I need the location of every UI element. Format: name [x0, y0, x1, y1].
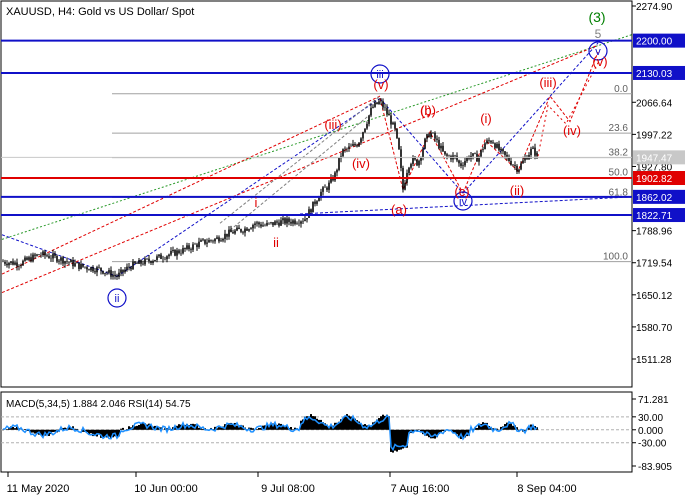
wave-label-red: (a)	[391, 202, 407, 217]
wave-path-blue	[379, 98, 464, 194]
rsi-line	[2, 414, 538, 452]
wave-label-red: (iii)	[539, 75, 556, 90]
macd-rsi-indicator: 71.281 30.00 0.000 -30.00 -83.905	[1, 395, 672, 473]
indicator-axis-label: -30.00	[638, 439, 667, 450]
time-axis: 11 May 2020 10 Jun 00:00 9 Jul 08:00 7 Aug …	[7, 472, 577, 495]
wave-path-blue	[1, 234, 118, 277]
fib-level-label: 61.8	[609, 187, 629, 198]
price-axis-label: 2066.64	[636, 98, 673, 109]
price-axis-label: 1719.54	[636, 259, 673, 270]
fib-level-label: 38.2	[609, 148, 629, 159]
time-axis-label: 8 Sep 04:00	[517, 483, 576, 495]
price-tag-label: 1902.82	[636, 174, 673, 185]
time-axis-label: 11 May 2020	[7, 483, 70, 495]
indicator-header: MACD(5,34,5) 1.884 2.046 RSI(14) 54.75	[6, 399, 191, 410]
wave-label-red: (iii)	[324, 117, 341, 132]
wave-projection-red	[462, 51, 599, 194]
price-axis: 2274.90 2066.64 1997.22 1927.80 1788.96 1719.…	[632, 2, 685, 366]
wave-label-circled-iii: iii	[376, 69, 383, 81]
indicator-axis-label: 71.281	[638, 395, 669, 406]
price-axis-label: 1788.96	[636, 227, 673, 238]
main-plot-frame	[0, 0, 633, 388]
chart-title: XAUUSD, H4: Gold vs US Dollar/ Spot	[6, 6, 194, 18]
wave-labels: (3)5viiiivii(v)(iii)(iv)(i)(ii)(b)(a)(c)…	[107, 9, 608, 308]
channel-lower	[299, 196, 633, 215]
wave-label-red: (iv)	[352, 156, 370, 171]
wave-circle-ii	[107, 288, 127, 308]
wave-label-red: (v)	[592, 54, 607, 69]
wave-circle-iii	[370, 64, 390, 84]
price-axis-label: 1927.80	[636, 162, 673, 173]
wave-label-red: ii	[273, 235, 279, 250]
wave-projection-red-alt	[537, 58, 601, 157]
price-tag-label: 2200.00	[636, 37, 673, 48]
wave-channels	[1, 34, 633, 294]
price-tag-box	[633, 33, 685, 48]
wave-label-red: (i)	[480, 111, 492, 126]
price-tag-box	[633, 150, 685, 165]
wave-label-red: (ii)	[510, 183, 524, 198]
price-tag-label: 1862.02	[636, 193, 673, 204]
indicator-axis-label: -83.905	[638, 462, 672, 473]
wave-label-major-3: (3)	[588, 9, 605, 25]
wave-label-red: (i)	[420, 103, 432, 118]
time-axis-label: 7 Aug 16:00	[391, 483, 450, 495]
price-tag-box	[633, 208, 685, 223]
long-term-trendline	[1, 34, 633, 240]
price-tag-box	[633, 189, 685, 204]
fib-level-label: 0.0	[614, 84, 628, 95]
price-tag-box	[633, 65, 685, 80]
wave-label-circled-ii: ii	[115, 293, 120, 305]
time-axis-label: 9 Jul 08:00	[261, 483, 315, 495]
channel-red	[1, 44, 599, 294]
wave-circle-iv	[453, 191, 473, 211]
price-axis-label: 2274.90	[636, 2, 673, 13]
price-candles	[2, 98, 538, 280]
indicator-axis-label: 0.000	[638, 426, 663, 437]
fib-level-label: 50.0	[609, 167, 629, 178]
wave-circle-v	[588, 41, 608, 61]
indicator-plot-frame	[0, 391, 633, 473]
fib-level-label: 23.6	[609, 123, 629, 134]
channel-gray	[229, 114, 371, 231]
channel-gray	[219, 95, 381, 224]
time-axis-label: 10 Jun 00:00	[134, 483, 198, 495]
price-tag-label: 1947.47	[636, 153, 673, 164]
wave-label-red: i	[255, 195, 258, 210]
horizontal-levels	[1, 39, 632, 217]
price-axis-label: 1580.70	[636, 323, 673, 334]
wave-label-red: (v)	[373, 77, 388, 92]
wave-label-circled-v: v	[595, 46, 601, 58]
wave-label-5: 5	[595, 27, 602, 41]
wave-label-red: (iv)	[563, 123, 581, 138]
wave-path-blue	[462, 42, 599, 194]
wave-label-red: (b)	[420, 103, 436, 118]
price-axis-label: 1511.28	[636, 355, 672, 366]
wave-label-red: (c)	[454, 184, 469, 199]
price-tag-label: 2130.03	[636, 69, 673, 80]
price-tag-label: 1822.71	[636, 211, 673, 222]
indicator-axis-label: 30.00	[638, 413, 663, 424]
price-tag-box	[633, 171, 685, 186]
fib-level-label: 100.0	[603, 252, 628, 263]
price-axis-label: 1650.12	[636, 291, 673, 302]
wave-label-circled-iv: iv	[459, 196, 467, 208]
price-axis-label: 1997.22	[636, 130, 673, 141]
wave-path-blue	[116, 97, 381, 277]
